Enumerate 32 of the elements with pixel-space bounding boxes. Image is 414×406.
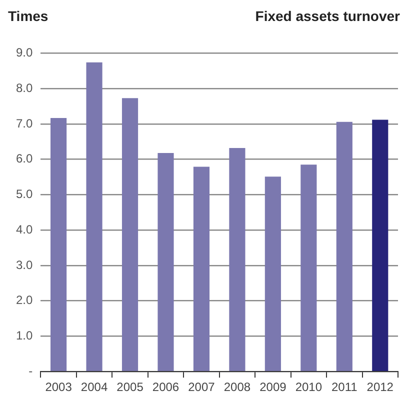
x-tick-label: 2005 [116, 380, 144, 394]
y-tick-label: 7.0 [16, 116, 33, 130]
y-tick-label: 1.0 [16, 328, 33, 343]
bar [86, 62, 102, 371]
x-tick-label: 2009 [260, 380, 287, 394]
y-axis-title: Times [8, 8, 48, 26]
y-tick-label: 3.0 [16, 258, 33, 272]
bar [50, 118, 67, 371]
bar [264, 176, 281, 371]
y-tick-label: - [28, 364, 33, 378]
x-tick-label: 2012 [366, 380, 394, 394]
bar [229, 148, 246, 371]
y-tick-label: 8.0 [16, 80, 33, 95]
x-tick-label: 2008 [224, 380, 251, 394]
x-tick-label: 2004 [80, 380, 108, 394]
y-tick-label: 5.0 [16, 187, 33, 202]
chart-title: Fixed assets turnover [255, 8, 400, 26]
bar [372, 120, 388, 371]
bar [193, 166, 210, 371]
bar [336, 122, 352, 371]
x-tick-label: 2007 [188, 380, 216, 394]
bar [158, 152, 174, 371]
y-tick-label: 4.0 [16, 222, 33, 236]
bar [300, 164, 317, 371]
bar [122, 98, 138, 371]
x-tick-label: 2010 [295, 380, 322, 394]
x-tick-label: 2006 [152, 380, 180, 394]
y-tick-label: 6.0 [16, 152, 33, 166]
y-tick-label: 9.0 [16, 46, 33, 60]
x-tick-label: 2011 [331, 380, 358, 394]
y-tick-label: 2.0 [16, 293, 33, 308]
x-tick-label: 2003 [45, 380, 72, 394]
